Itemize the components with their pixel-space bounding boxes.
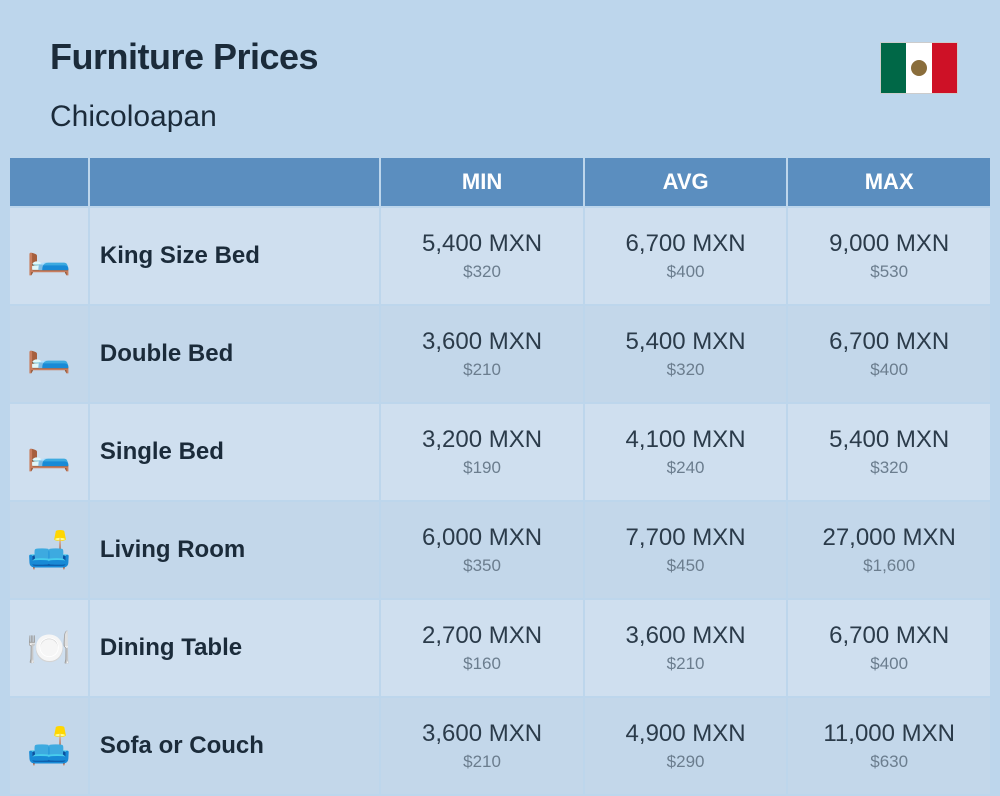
price-usd: $210 bbox=[381, 360, 583, 380]
price-usd: $1,600 bbox=[788, 556, 990, 576]
cell-max: 27,000 MXN $1,600 bbox=[788, 502, 990, 598]
furniture-name: Sofa or Couch bbox=[90, 698, 379, 794]
price-mxn: 3,200 MXN bbox=[381, 426, 583, 454]
table-row: 🛏️Single Bed3,200 MXN $1904,100 MXN $2405,… bbox=[10, 404, 990, 500]
price-mxn: 6,700 MXN bbox=[788, 622, 990, 650]
table-row: 🍽️Dining Table2,700 MXN $1603,600 MXN $210… bbox=[10, 600, 990, 696]
price-usd: $350 bbox=[381, 556, 583, 576]
table-row: 🛋️Living Room6,000 MXN $3507,700 MXN $4502… bbox=[10, 502, 990, 598]
cell-min: 3,600 MXN $210 bbox=[381, 698, 583, 794]
header-name-col bbox=[90, 158, 379, 206]
cell-min: 2,700 MXN $160 bbox=[381, 600, 583, 696]
furniture-icon: 🛋️ bbox=[10, 698, 88, 794]
cell-max: 9,000 MXN $530 bbox=[788, 208, 990, 304]
price-mxn: 5,400 MXN bbox=[788, 426, 990, 454]
price-mxn: 3,600 MXN bbox=[585, 622, 787, 650]
price-mxn: 3,600 MXN bbox=[381, 720, 583, 748]
page-header: Furniture Prices Chicoloapan bbox=[0, 0, 1000, 156]
price-usd: $190 bbox=[381, 458, 583, 478]
price-usd: $240 bbox=[585, 458, 787, 478]
price-usd: $320 bbox=[585, 360, 787, 380]
price-usd: $320 bbox=[788, 458, 990, 478]
price-usd: $400 bbox=[788, 654, 990, 674]
table-header-row: MIN AVG MAX bbox=[10, 158, 990, 206]
cell-avg: 7,700 MXN $450 bbox=[585, 502, 787, 598]
cell-avg: 4,900 MXN $290 bbox=[585, 698, 787, 794]
price-mxn: 27,000 MXN bbox=[788, 524, 990, 552]
mexico-flag-icon bbox=[880, 42, 958, 94]
cell-min: 3,200 MXN $190 bbox=[381, 404, 583, 500]
price-usd: $400 bbox=[788, 360, 990, 380]
cell-min: 3,600 MXN $210 bbox=[381, 306, 583, 402]
price-mxn: 6,700 MXN bbox=[585, 230, 787, 258]
price-usd: $400 bbox=[585, 262, 787, 282]
cell-min: 5,400 MXN $320 bbox=[381, 208, 583, 304]
price-usd: $450 bbox=[585, 556, 787, 576]
price-usd: $530 bbox=[788, 262, 990, 282]
price-usd: $290 bbox=[585, 752, 787, 772]
price-mxn: 2,700 MXN bbox=[381, 622, 583, 650]
furniture-name: Living Room bbox=[90, 502, 379, 598]
cell-avg: 4,100 MXN $240 bbox=[585, 404, 787, 500]
price-mxn: 4,100 MXN bbox=[585, 426, 787, 454]
price-usd: $630 bbox=[788, 752, 990, 772]
price-mxn: 7,700 MXN bbox=[585, 524, 787, 552]
cell-max: 5,400 MXN $320 bbox=[788, 404, 990, 500]
price-usd: $210 bbox=[585, 654, 787, 674]
header-icon-col bbox=[10, 158, 88, 206]
furniture-name: Double Bed bbox=[90, 306, 379, 402]
cell-avg: 5,400 MXN $320 bbox=[585, 306, 787, 402]
header-max: MAX bbox=[788, 158, 990, 206]
price-mxn: 6,700 MXN bbox=[788, 328, 990, 356]
price-usd: $210 bbox=[381, 752, 583, 772]
furniture-icon: 🛋️ bbox=[10, 502, 88, 598]
header-min: MIN bbox=[381, 158, 583, 206]
header-avg: AVG bbox=[585, 158, 787, 206]
cell-min: 6,000 MXN $350 bbox=[381, 502, 583, 598]
table-row: 🛋️Sofa or Couch3,600 MXN $2104,900 MXN $29… bbox=[10, 698, 990, 794]
price-mxn: 9,000 MXN bbox=[788, 230, 990, 258]
price-usd: $320 bbox=[381, 262, 583, 282]
cell-max: 6,700 MXN $400 bbox=[788, 600, 990, 696]
furniture-icon: 🛏️ bbox=[10, 404, 88, 500]
furniture-icon: 🍽️ bbox=[10, 600, 88, 696]
price-mxn: 4,900 MXN bbox=[585, 720, 787, 748]
page-subtitle: Chicoloapan bbox=[50, 100, 950, 134]
table-row: 🛏️King Size Bed5,400 MXN $3206,700 MXN $40… bbox=[10, 208, 990, 304]
price-mxn: 5,400 MXN bbox=[585, 328, 787, 356]
price-mxn: 5,400 MXN bbox=[381, 230, 583, 258]
furniture-icon: 🛏️ bbox=[10, 306, 88, 402]
furniture-name: King Size Bed bbox=[90, 208, 379, 304]
page-title: Furniture Prices bbox=[50, 36, 950, 78]
price-mxn: 11,000 MXN bbox=[788, 720, 990, 748]
cell-avg: 6,700 MXN $400 bbox=[585, 208, 787, 304]
price-table: MIN AVG MAX 🛏️King Size Bed5,400 MXN$320… bbox=[8, 156, 992, 796]
table-row: 🛏️Double Bed3,600 MXN $2105,400 MXN $3206,… bbox=[10, 306, 990, 402]
cell-avg: 3,600 MXN $210 bbox=[585, 600, 787, 696]
cell-max: 6,700 MXN $400 bbox=[788, 306, 990, 402]
price-mxn: 3,600 MXN bbox=[381, 328, 583, 356]
price-usd: $160 bbox=[381, 654, 583, 674]
price-mxn: 6,000 MXN bbox=[381, 524, 583, 552]
furniture-name: Dining Table bbox=[90, 600, 379, 696]
furniture-icon: 🛏️ bbox=[10, 208, 88, 304]
furniture-name: Single Bed bbox=[90, 404, 379, 500]
cell-max: 11,000 MXN $630 bbox=[788, 698, 990, 794]
